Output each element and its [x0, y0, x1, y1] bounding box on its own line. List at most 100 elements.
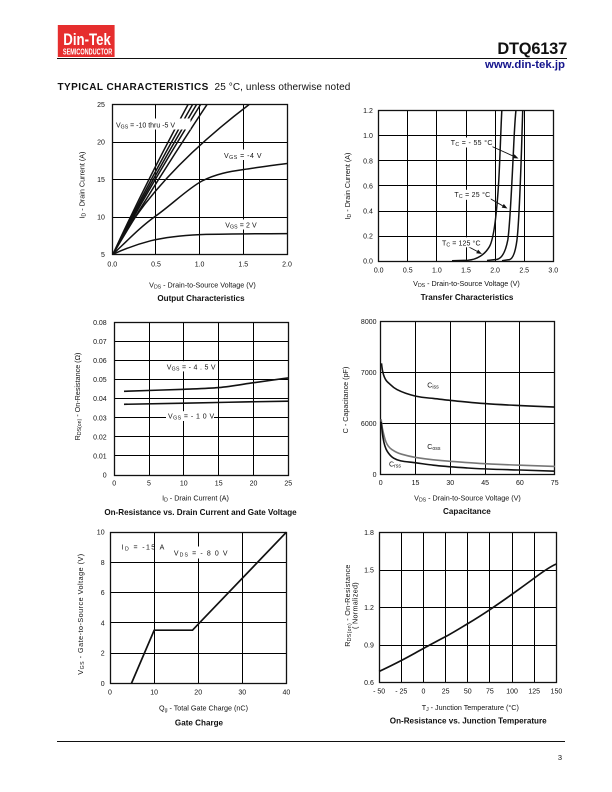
svg-text:0.0: 0.0: [363, 259, 373, 266]
svg-text:6: 6: [101, 590, 105, 597]
svg-text:75: 75: [486, 689, 494, 696]
svg-text:30: 30: [446, 480, 454, 487]
svg-text:0.02: 0.02: [93, 434, 107, 441]
svg-text:1.0: 1.0: [195, 262, 205, 269]
svg-text:- 25: - 25: [395, 689, 407, 696]
svg-text:Capacitance: Capacitance: [443, 507, 491, 516]
svg-text:0.06: 0.06: [93, 358, 107, 365]
svg-text:ID - Drain Current (A): ID - Drain Current (A): [343, 153, 353, 220]
svg-text:6000: 6000: [361, 421, 377, 428]
svg-text:30: 30: [238, 689, 246, 696]
svg-text:10: 10: [97, 530, 105, 537]
svg-text:75: 75: [551, 480, 559, 487]
svg-text:20: 20: [250, 481, 258, 488]
svg-text:ID - Drain Current (A): ID - Drain Current (A): [78, 152, 88, 219]
svg-text:( Normalized): ( Normalized): [350, 582, 359, 629]
svg-text:1.0: 1.0: [363, 133, 373, 140]
svg-text:TJ - Junction Temperature (°C): TJ - Junction Temperature (°C): [422, 703, 519, 713]
svg-text:1.5: 1.5: [238, 262, 248, 269]
svg-text:0: 0: [421, 689, 425, 696]
svg-text:VGS = - 4 . 5 V: VGS = - 4 . 5 V: [167, 365, 216, 373]
svg-text:C - Capacitance (pF): C - Capacitance (pF): [341, 367, 350, 434]
svg-text:15: 15: [412, 480, 420, 487]
svg-text:15: 15: [97, 177, 105, 184]
svg-text:60: 60: [516, 480, 524, 487]
svg-text:0: 0: [379, 480, 383, 487]
svg-text:0.2: 0.2: [363, 234, 373, 241]
svg-text:Transfer Characteristics: Transfer Characteristics: [421, 293, 514, 302]
svg-text:ID = -15 A: ID = -15 A: [122, 544, 166, 552]
svg-text:VDS - Drain-to-Source Voltage: VDS - Drain-to-Source Voltage (V): [149, 281, 256, 291]
svg-text:ID - Drain Current (A): ID - Drain Current (A): [162, 494, 229, 504]
svg-text:1.0: 1.0: [432, 268, 442, 275]
svg-text:0.5: 0.5: [403, 268, 413, 275]
svg-text:TC = 25 °C: TC = 25 °C: [454, 191, 490, 200]
svg-text:20: 20: [97, 140, 105, 147]
svg-text:On-Resistance vs. Junction Tem: On-Resistance vs. Junction Temperature: [390, 717, 547, 726]
svg-text:0.03: 0.03: [93, 415, 107, 422]
svg-text:125: 125: [528, 689, 540, 696]
svg-text:0.07: 0.07: [93, 339, 107, 346]
svg-text:TC = - 55 °C: TC = - 55 °C: [451, 139, 493, 148]
svg-text:0.5: 0.5: [151, 262, 161, 269]
svg-text:0.0: 0.0: [374, 268, 384, 275]
svg-text:10: 10: [180, 481, 188, 488]
svg-text:Output Characteristics: Output Characteristics: [157, 294, 245, 303]
svg-text:8000: 8000: [361, 319, 377, 326]
svg-text:25: 25: [442, 689, 450, 696]
svg-text:100: 100: [506, 689, 518, 696]
svg-text:10: 10: [97, 215, 105, 222]
svg-text:0: 0: [373, 472, 377, 479]
svg-text:40: 40: [283, 689, 291, 696]
svg-text:VDS = - 8 0 V: VDS = - 8 0 V: [174, 551, 229, 559]
svg-text:RDS(on) - On-Resistance (Ω): RDS(on) - On-Resistance (Ω): [73, 353, 83, 441]
svg-text:Qg - Total Gate Charge (nC): Qg - Total Gate Charge (nC): [159, 704, 248, 714]
svg-text:0.08: 0.08: [93, 320, 107, 327]
svg-text:25: 25: [97, 102, 105, 109]
svg-text:Coss: Coss: [427, 444, 441, 452]
svg-text:0: 0: [112, 481, 116, 488]
svg-text:25: 25: [284, 481, 292, 488]
svg-text:On-Resistance vs. Drain Curren: On-Resistance vs. Drain Current and Gate…: [104, 508, 297, 517]
svg-text:0.0: 0.0: [107, 262, 117, 269]
svg-text:0.9: 0.9: [364, 643, 374, 650]
svg-text:0.4: 0.4: [363, 208, 373, 215]
svg-text:7000: 7000: [361, 370, 377, 377]
svg-text:1.5: 1.5: [364, 568, 374, 575]
svg-text:4: 4: [101, 620, 105, 627]
svg-text:50: 50: [464, 689, 472, 696]
svg-text:45: 45: [481, 480, 489, 487]
svg-text:1.8: 1.8: [364, 530, 374, 537]
svg-text:0: 0: [108, 689, 112, 696]
svg-text:SEMICONDUCTOR: SEMICONDUCTOR: [63, 47, 112, 56]
svg-text:VDS - Drain-to-Source Voltage: VDS - Drain-to-Source Voltage (V): [413, 279, 520, 289]
svg-text:1.5: 1.5: [461, 268, 471, 275]
svg-text:3.0: 3.0: [548, 268, 558, 275]
svg-text:20: 20: [194, 689, 202, 696]
svg-text:VGS - Gate-to-Source Voltage (: VGS - Gate-to-Source Voltage (V): [76, 553, 86, 674]
svg-text:5: 5: [101, 252, 105, 259]
svg-text:0.01: 0.01: [93, 453, 107, 460]
svg-text:2.5: 2.5: [519, 268, 529, 275]
svg-text:10: 10: [150, 689, 158, 696]
svg-text:150: 150: [551, 689, 563, 696]
svg-text:0.6: 0.6: [364, 680, 374, 687]
svg-text:0: 0: [103, 472, 107, 479]
svg-text:TC = 125 °C: TC = 125 °C: [442, 239, 481, 248]
svg-text:2.0: 2.0: [490, 268, 500, 275]
svg-text:VGS = -10 thru -5 V: VGS = -10 thru -5 V: [116, 122, 175, 130]
svg-text:0.8: 0.8: [363, 158, 373, 165]
svg-text:Ciss: Ciss: [427, 383, 439, 391]
svg-text:1.2: 1.2: [364, 605, 374, 612]
svg-text:1.2: 1.2: [363, 108, 373, 115]
svg-text:2.0: 2.0: [282, 262, 292, 269]
svg-text:- 50: - 50: [373, 689, 385, 696]
svg-text:2: 2: [101, 651, 105, 658]
svg-text:VGS = 2 V: VGS = 2 V: [225, 223, 257, 231]
svg-text:Din-Tek: Din-Tek: [63, 30, 111, 49]
svg-text:Gate Charge: Gate Charge: [175, 719, 224, 728]
svg-text:Crss: Crss: [389, 462, 401, 470]
svg-text:0.6: 0.6: [363, 183, 373, 190]
svg-text:0.04: 0.04: [93, 396, 107, 403]
svg-text:VGS = -4 V: VGS = -4 V: [224, 153, 262, 161]
